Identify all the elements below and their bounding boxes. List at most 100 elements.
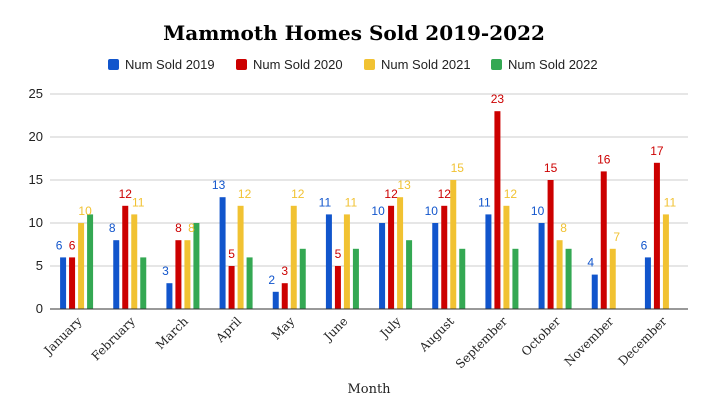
chart-title: Mammoth Homes Sold 2019-2022 — [163, 21, 545, 45]
legend-label: Num Sold 2021 — [381, 57, 471, 72]
legend: Num Sold 2019 Num Sold 2020 Num Sold 2021 N… — [108, 57, 598, 72]
bar — [140, 257, 147, 309]
legend-item: Num Sold 2021 — [364, 57, 471, 72]
data-label: 12 — [384, 187, 398, 201]
x-tick-label: April — [213, 314, 245, 346]
legend-label: Num Sold 2019 — [125, 57, 215, 72]
y-tick-label: 0 — [36, 301, 43, 316]
bar — [485, 214, 492, 309]
bar — [379, 223, 386, 309]
bar — [325, 214, 332, 309]
bar — [228, 266, 235, 309]
data-label: 5 — [228, 247, 235, 261]
data-label: 3 — [162, 264, 169, 278]
y-tick-label: 5 — [36, 258, 43, 273]
bar — [644, 257, 651, 309]
bar — [69, 257, 76, 309]
data-label: 10 — [425, 204, 439, 218]
data-label: 13 — [397, 178, 411, 192]
legend-label: Num Sold 2022 — [508, 57, 598, 72]
bar — [343, 214, 350, 309]
data-label: 10 — [78, 204, 92, 218]
y-tick-label: 15 — [29, 172, 43, 187]
data-label: 6 — [69, 238, 76, 252]
data-label: 10 — [371, 204, 385, 218]
bar — [406, 240, 413, 309]
x-tick-label: June — [320, 314, 351, 345]
data-label: 3 — [281, 264, 288, 278]
data-label: 11 — [319, 195, 332, 209]
x-axis-ticks: January February March April May June July Augu… — [40, 314, 670, 371]
data-label: 11 — [664, 195, 677, 209]
bar — [352, 248, 359, 309]
y-tick-label: 10 — [29, 215, 43, 230]
bar — [122, 205, 129, 309]
legend-swatch — [364, 59, 375, 70]
bar — [538, 223, 545, 309]
bar — [556, 240, 563, 309]
y-axis-ticks: 0 5 10 15 20 25 — [29, 86, 43, 316]
data-label: 8 — [109, 221, 116, 235]
bar — [166, 283, 173, 309]
bar — [565, 248, 572, 309]
legend-label: Num Sold 2020 — [253, 57, 343, 72]
y-tick-label: 25 — [29, 86, 43, 101]
bar — [193, 223, 200, 309]
x-tick-label: January — [40, 314, 85, 359]
bar — [494, 111, 501, 309]
bar — [512, 248, 519, 309]
legend-swatch — [108, 59, 119, 70]
bar — [432, 223, 439, 309]
data-label: 11 — [478, 195, 491, 209]
bar — [246, 257, 253, 309]
bar — [175, 240, 182, 309]
bar — [113, 240, 120, 309]
x-tick-label: July — [376, 314, 404, 342]
bar — [459, 248, 466, 309]
bar — [131, 214, 138, 309]
data-label: 2 — [268, 273, 275, 287]
x-tick-label: February — [89, 314, 138, 363]
bar — [547, 180, 554, 309]
bar — [334, 266, 341, 309]
data-label: 16 — [597, 152, 611, 166]
x-tick-label: May — [269, 314, 298, 343]
data-label: 12 — [504, 187, 518, 201]
data-label: 13 — [212, 178, 226, 192]
bar — [87, 214, 94, 309]
data-label: 12 — [291, 187, 305, 201]
bar — [78, 223, 85, 309]
bar — [503, 205, 510, 309]
bar — [662, 214, 669, 309]
legend-item: Num Sold 2022 — [491, 57, 598, 72]
legend-swatch — [236, 59, 247, 70]
legend-swatch — [491, 59, 502, 70]
bar — [388, 205, 395, 309]
bar — [441, 205, 448, 309]
bar — [591, 274, 598, 309]
data-label: 12 — [438, 187, 452, 201]
bar — [272, 291, 279, 309]
data-label: 10 — [531, 204, 545, 218]
bar — [290, 205, 297, 309]
y-tick-label: 20 — [29, 129, 43, 144]
bar — [600, 171, 607, 309]
data-label: 7 — [613, 230, 620, 244]
bar — [653, 162, 660, 309]
data-label: 6 — [56, 238, 63, 252]
data-label: 23 — [491, 92, 505, 106]
data-label: 4 — [587, 256, 594, 270]
x-tick-label: October — [519, 314, 564, 359]
x-tick-label: August — [416, 314, 457, 355]
bars — [60, 111, 669, 309]
x-tick-label: November — [562, 314, 617, 369]
data-label: 8 — [188, 221, 195, 235]
data-label: 8 — [175, 221, 182, 235]
data-label: 6 — [641, 238, 648, 252]
x-axis-label: Month — [347, 382, 391, 397]
bar — [281, 283, 288, 309]
bar — [609, 248, 616, 309]
data-label: 15 — [451, 161, 465, 175]
bar — [219, 197, 226, 309]
